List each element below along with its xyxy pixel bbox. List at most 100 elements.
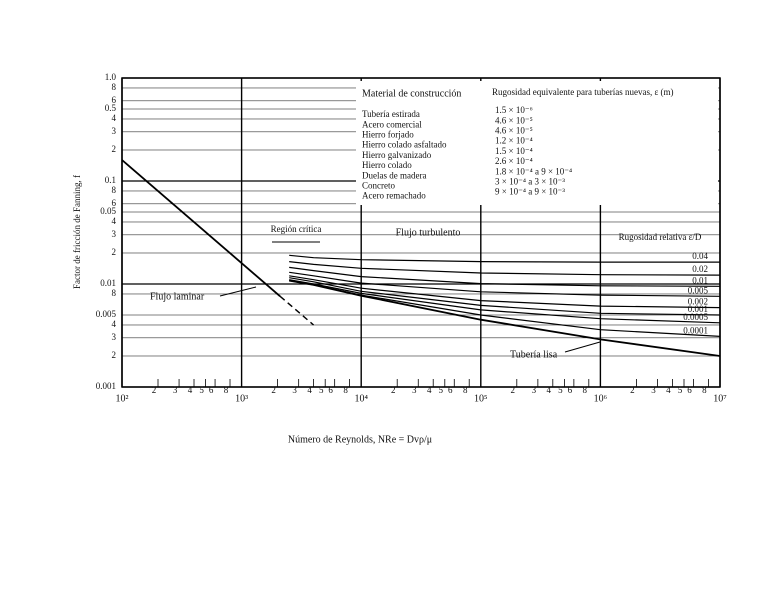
table-cell: 1.2 × 10⁻⁴ — [495, 136, 533, 146]
series-label: 0.04 — [692, 251, 708, 261]
y-tick-label: 2 — [112, 247, 117, 257]
laminar-dashed-line — [279, 295, 315, 326]
table-cell: 1.5 × 10⁻⁴ — [495, 146, 533, 156]
x-tick-label: 5 — [678, 385, 683, 395]
friction-curve — [289, 254, 720, 263]
x-tick-label: 4 — [547, 385, 552, 395]
x-tick-label: 2 — [271, 385, 276, 395]
y-tick-label: 8 — [112, 185, 117, 195]
x-tick-label: 2 — [630, 385, 635, 395]
friction-curve — [289, 261, 721, 276]
x-tick-label: 2 — [152, 385, 157, 395]
table-cell: 2.6 × 10⁻⁴ — [495, 156, 533, 166]
table-cell: Acero comercial — [362, 119, 422, 129]
x-tick-label: 10⁵ — [474, 393, 488, 404]
x-tick-label: 6 — [209, 385, 214, 395]
x-axis-label: Número de Reynolds, NRe = Dvρ/μ — [288, 434, 432, 445]
y-tick-label: 2 — [112, 144, 117, 154]
y-tick-label: 0.005 — [96, 309, 117, 319]
series-label: 0.001 — [688, 304, 708, 314]
x-tick-label: 8 — [583, 385, 588, 395]
y-tick-label: 2 — [112, 350, 117, 360]
x-tick-label: 6 — [328, 385, 333, 395]
series-label: 0.0005 — [683, 312, 708, 322]
x-tick-label: 10⁷ — [713, 393, 727, 404]
annotation: Flujo turbulento — [396, 227, 461, 238]
table-cell: Duelas de madera — [362, 170, 426, 180]
table-cell: 3 × 10⁻⁴ a 3 × 10⁻³ — [495, 176, 565, 186]
series-label: 0.0001 — [683, 325, 708, 335]
series-label: 0.002 — [688, 297, 708, 307]
y-tick-label: 6 — [112, 198, 117, 208]
y-tick-label: 3 — [112, 332, 117, 342]
y-axis-label: Factor de fricción de Fanning, f — [72, 175, 82, 289]
table-cell: Concreto — [362, 180, 395, 190]
x-tick-label: 10² — [116, 393, 129, 404]
y-tick-label: 1.0 — [105, 72, 117, 82]
table-cell: 4.6 × 10⁻⁵ — [495, 115, 533, 125]
table-cell: Hierro colado asfaltado — [362, 140, 447, 150]
x-tick-label: 6 — [568, 385, 573, 395]
y-tick-label: 6 — [112, 95, 117, 105]
x-tick-label: 6 — [687, 385, 692, 395]
series-label: 0.02 — [692, 264, 708, 274]
x-tick-label: 10⁶ — [594, 393, 608, 404]
y-tick-label: 0.05 — [100, 206, 116, 216]
y-tick-label: 3 — [112, 126, 117, 136]
x-tick-label: 8 — [343, 385, 348, 395]
x-tick-label: 8 — [463, 385, 468, 395]
series-label: 0.005 — [688, 285, 709, 295]
laminar-line — [121, 159, 281, 297]
table-cell: Hierro forjado — [362, 129, 414, 139]
x-tick-label: 3 — [412, 385, 417, 395]
laminar-label: Flujo laminar — [150, 291, 205, 302]
table-cell: 1.5 × 10⁻⁶ — [495, 105, 533, 115]
x-tick-label: 3 — [173, 385, 178, 395]
table-cell: 4.6 × 10⁻⁵ — [495, 125, 533, 135]
y-tick-label: 0.001 — [96, 381, 116, 391]
arrow — [219, 286, 257, 297]
x-tick-label: 2 — [511, 385, 516, 395]
y-tick-label: 8 — [112, 82, 117, 92]
x-tick-label: 5 — [199, 385, 204, 395]
x-tick-label: 3 — [651, 385, 656, 395]
y-tick-label: 8 — [112, 288, 117, 298]
series-label: 0.01 — [692, 275, 708, 285]
x-tick-label: 3 — [292, 385, 297, 395]
x-tick-label: 5 — [439, 385, 444, 395]
x-tick-label: 10⁴ — [354, 393, 368, 404]
table-header: Rugosidad equivalente para tuberías nuev… — [492, 87, 673, 97]
annotation: Región crítica — [271, 224, 322, 234]
friction-curve — [289, 280, 721, 337]
x-tick-label: 4 — [666, 385, 671, 395]
y-tick-label: 0.01 — [100, 278, 116, 288]
table-cell: Acero remachado — [362, 191, 426, 201]
x-tick-label: 10³ — [235, 393, 248, 404]
x-tick-label: 5 — [558, 385, 563, 395]
y-tick-label: 4 — [112, 319, 117, 329]
table-cell: Hierro colado — [362, 160, 412, 170]
y-tick-label: 4 — [112, 216, 117, 226]
series-label: Tubería lisa — [510, 349, 558, 360]
table-box — [356, 81, 718, 205]
table-header: Material de construcción — [362, 88, 461, 99]
x-tick-label: 4 — [427, 385, 432, 395]
table-cell: Tubería estirada — [362, 109, 420, 119]
y-tick-label: 3 — [112, 229, 117, 239]
x-tick-label: 2 — [391, 385, 396, 395]
x-tick-label: 8 — [224, 385, 229, 395]
x-tick-label: 8 — [702, 385, 707, 395]
friction-curve — [289, 277, 721, 316]
friction-curve — [289, 275, 721, 309]
table-cell: Hierro galvanizado — [362, 150, 432, 160]
arrow — [564, 341, 601, 353]
x-tick-label: 5 — [319, 385, 324, 395]
table-cell: 9 × 10⁻⁴ a 9 × 10⁻³ — [495, 187, 565, 197]
x-tick-label: 3 — [532, 385, 537, 395]
annotation: Rugosidad relativa ε/D — [619, 232, 702, 242]
x-tick-label: 6 — [448, 385, 453, 395]
x-tick-label: 4 — [188, 385, 193, 395]
x-tick-label: 4 — [307, 385, 312, 395]
friction-curve — [289, 279, 721, 357]
